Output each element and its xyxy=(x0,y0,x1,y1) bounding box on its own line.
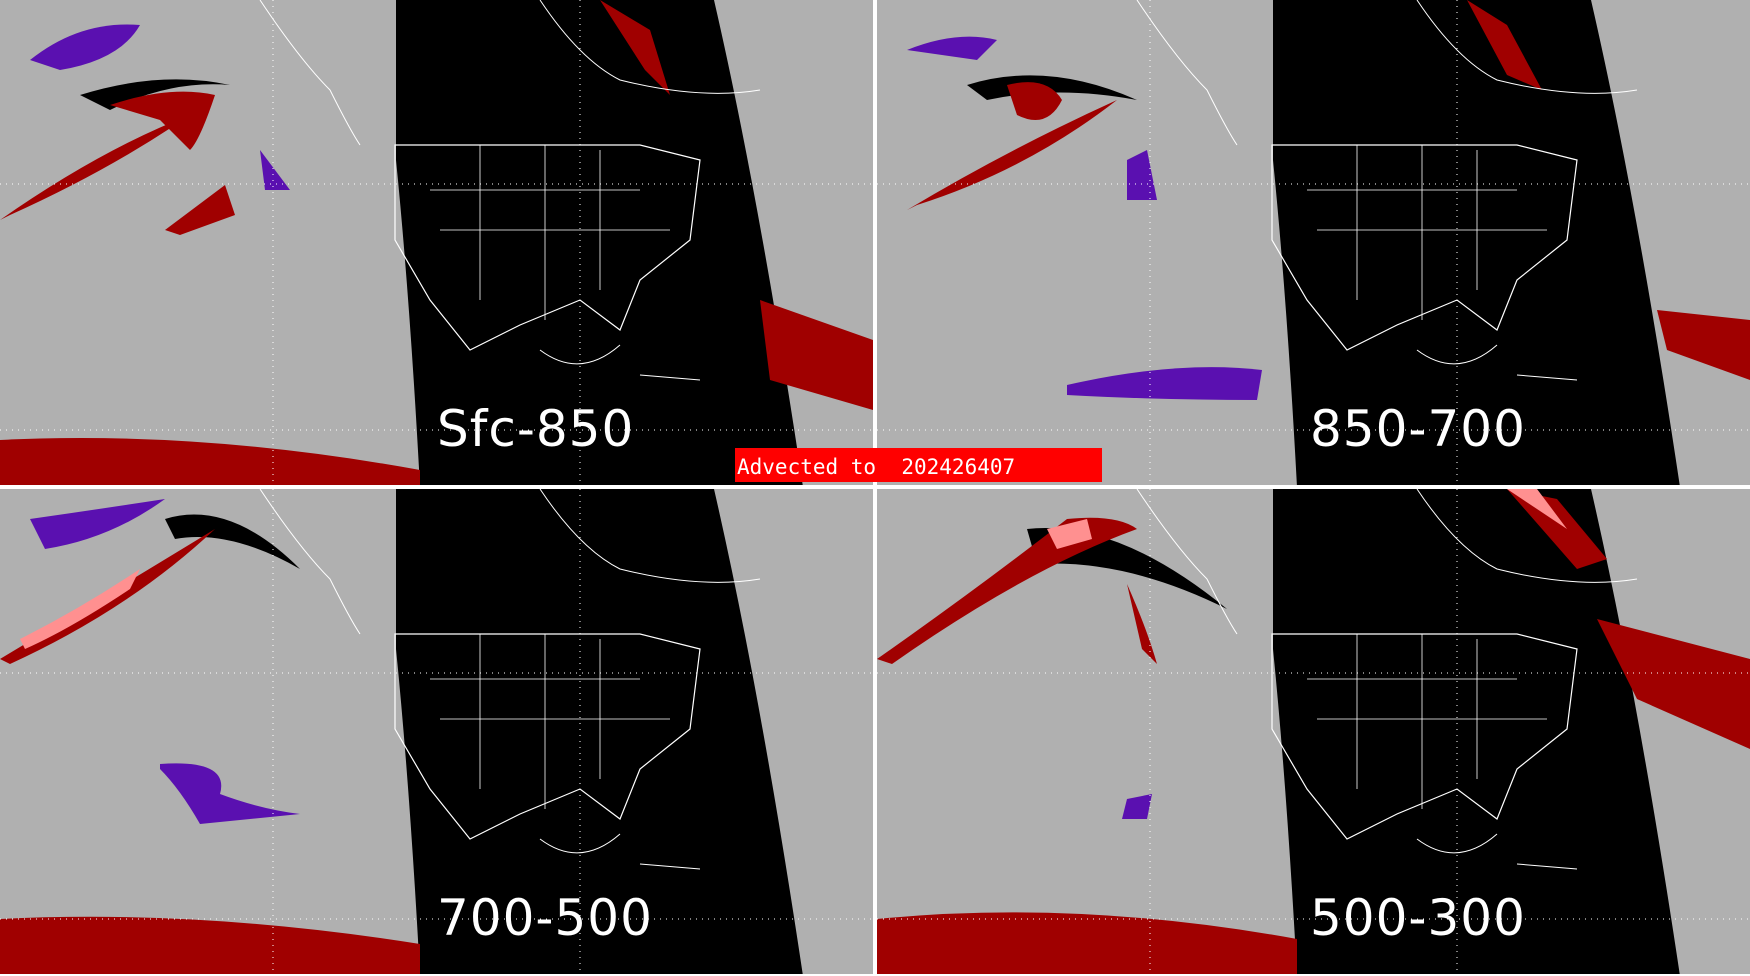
cloud-feature-dark-red xyxy=(877,517,1137,664)
cloud-feature-dark-red xyxy=(1657,310,1750,380)
cloud-feature-dark-red xyxy=(0,438,420,485)
coastline-north xyxy=(259,489,761,635)
coastline-outline xyxy=(394,633,701,840)
cloud-feature-dark-red xyxy=(1007,82,1062,120)
cloud-feature-dark-red xyxy=(600,0,670,95)
cloud-feature-purple xyxy=(1127,150,1157,200)
panel-700-500: 700-500 xyxy=(0,489,873,974)
cloud-feature-pink xyxy=(1507,489,1567,529)
state-borders xyxy=(1307,634,1547,809)
cloud-feature-dark-red xyxy=(0,916,420,974)
coastline-gulf xyxy=(539,833,701,870)
state-borders xyxy=(430,634,670,809)
cloud-feature-purple xyxy=(1067,367,1262,400)
cloud-feature-dark-red xyxy=(877,912,1297,974)
panel-label: 500-300 xyxy=(1310,889,1526,947)
cloud-feature-dark-red xyxy=(0,115,190,220)
map-sfc-850 xyxy=(0,0,873,485)
coastline-outline xyxy=(1271,633,1578,840)
coastline-gulf xyxy=(1416,344,1578,381)
night-region xyxy=(1273,489,1680,974)
night-region xyxy=(396,489,803,974)
cloud-feature-purple xyxy=(907,36,997,60)
cloud-feature-dark-red xyxy=(1597,619,1750,749)
cloud-feature-night xyxy=(165,514,300,569)
cloud-feature-dark-red xyxy=(907,100,1117,210)
coastline-north xyxy=(1136,0,1638,146)
coastline-gulf xyxy=(539,344,701,381)
coastline-north xyxy=(1136,489,1638,635)
coastline-outline xyxy=(1271,144,1578,351)
cloud-feature-dark-red xyxy=(110,91,215,150)
cloud-feature-dark-red xyxy=(760,300,873,410)
advected-timestamp-banner: Advected to 202426407 xyxy=(735,448,1102,482)
panel-label: 850-700 xyxy=(1310,400,1526,458)
state-borders xyxy=(430,145,670,320)
cloud-feature-dark-red xyxy=(165,185,235,235)
map-700-500 xyxy=(0,489,873,974)
coastline-outline xyxy=(394,144,701,351)
night-region xyxy=(1273,0,1680,485)
cloud-feature-purple xyxy=(30,24,140,70)
cloud-feature-dark-red xyxy=(1467,0,1542,90)
map-500-300 xyxy=(877,489,1750,974)
cloud-feature-purple xyxy=(160,763,300,824)
cloud-feature-purple xyxy=(30,499,165,549)
panel-850-700: 850-700 xyxy=(877,0,1750,485)
cloud-feature-dark-red xyxy=(1127,584,1157,664)
state-borders xyxy=(1307,145,1547,320)
cloud-feature-night xyxy=(967,75,1137,100)
cloud-feature-dark-red xyxy=(1507,489,1607,569)
cloud-feature-purple xyxy=(260,150,290,190)
night-region xyxy=(396,0,803,485)
coastline-north xyxy=(259,0,761,146)
cloud-feature-pink xyxy=(20,569,140,649)
coastline-gulf xyxy=(1416,833,1578,870)
panel-label: Sfc-850 xyxy=(437,400,635,458)
panel-label: 700-500 xyxy=(437,889,653,947)
cloud-feature-purple xyxy=(1122,794,1152,819)
cloud-feature-pink xyxy=(1047,519,1092,549)
panel-500-300: 500-300 xyxy=(877,489,1750,974)
cloud-feature-night xyxy=(80,79,230,110)
map-850-700 xyxy=(877,0,1750,485)
panel-sfc-850: Sfc-850 xyxy=(0,0,873,485)
